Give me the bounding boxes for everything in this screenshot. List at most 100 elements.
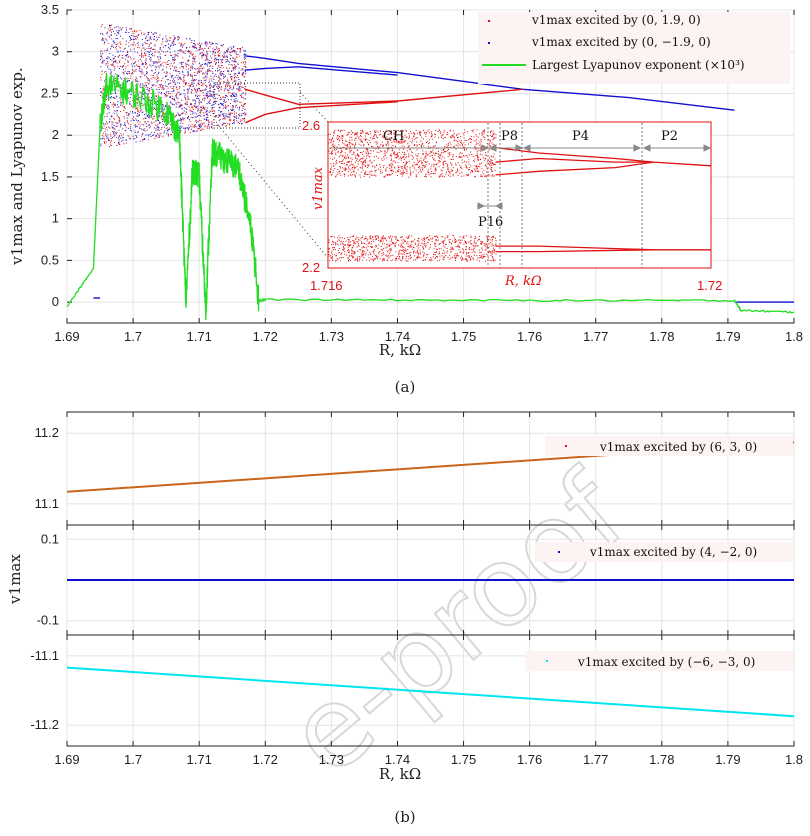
bifurcation-point — [102, 123, 104, 125]
bifurcation-point — [192, 63, 194, 65]
bifurcation-point — [116, 34, 118, 36]
bifurcation-point — [115, 45, 117, 47]
inset-chaos-point — [360, 144, 362, 146]
bifurcation-point — [111, 123, 113, 125]
bifurcation-point — [136, 98, 138, 100]
inset-chaos-point — [423, 158, 425, 160]
inset-branch-3 — [495, 161, 654, 176]
bifurcation-point — [239, 48, 241, 50]
inset-chaos-point — [357, 163, 359, 165]
inset-chaos-point — [479, 257, 481, 259]
bifurcation-point — [122, 136, 124, 138]
inset-chaos-point — [357, 169, 359, 171]
bifurcation-point — [115, 125, 117, 127]
inset-chaos-point — [466, 154, 468, 156]
inset-chaos-point — [361, 164, 363, 166]
bifurcation-point — [124, 106, 126, 108]
bifurcation-point — [107, 42, 109, 44]
bifurcation-point — [239, 106, 241, 108]
inset-chaos-point — [396, 134, 398, 136]
bifurcation-point — [112, 65, 114, 67]
bifurcation-point — [239, 50, 241, 52]
bifurcation-point — [150, 78, 152, 80]
bifurcation-point — [175, 106, 177, 108]
inset-chaos-point — [479, 252, 481, 254]
inset-chaos-point — [377, 247, 379, 249]
inset-chaos-point — [362, 250, 364, 252]
bifurcation-point — [208, 82, 210, 84]
inset-chaos-point — [406, 242, 408, 244]
bifurcation-point — [172, 65, 174, 67]
bifurcation-point — [149, 80, 151, 82]
inset-chaos-point — [492, 258, 494, 260]
inset-chaos-point — [367, 132, 369, 134]
bifurcation-point — [148, 83, 150, 85]
bifurcation-point — [230, 112, 232, 114]
bifurcation-point — [189, 120, 191, 122]
inset-chaos-point — [374, 133, 376, 135]
bifurcation-point — [159, 113, 161, 115]
inset-chaos-point — [421, 136, 423, 138]
bifurcation-point — [192, 57, 194, 59]
bifurcation-point — [191, 126, 193, 128]
bifurcation-point — [162, 123, 164, 125]
bifurcation-point — [185, 103, 187, 105]
inset-chaos-point — [363, 138, 365, 140]
bifurcation-point — [166, 71, 168, 73]
bifurcation-point — [238, 48, 240, 50]
bifurcation-point — [194, 125, 196, 127]
bifurcation-point — [167, 64, 169, 66]
inset-chaos-point — [403, 141, 405, 143]
bifurcation-point — [138, 70, 140, 72]
inset-chaos-point — [353, 152, 355, 154]
bifurcation-point — [174, 99, 176, 101]
bifurcation-point — [167, 127, 169, 129]
bifurcation-point — [102, 89, 104, 91]
bifurcation-point — [211, 85, 213, 87]
inset-chaos-point — [401, 142, 403, 144]
bifurcation-point — [217, 87, 219, 89]
bifurcation-point — [136, 137, 138, 139]
inset-chaos-point — [389, 169, 391, 171]
bifurcation-point — [209, 65, 211, 67]
bifurcation-point — [132, 138, 134, 140]
inset-chaos-point — [360, 135, 362, 137]
inset-chaos-point — [350, 173, 352, 175]
inset-chaos-point — [346, 168, 348, 170]
inset-chaos-point — [468, 166, 470, 168]
bifurcation-point — [207, 69, 209, 71]
bifurcation-point — [102, 59, 104, 61]
bifurcation-point — [102, 53, 104, 55]
bifurcation-point — [127, 60, 129, 62]
bifurcation-point — [213, 58, 215, 60]
bifurcation-point — [164, 94, 166, 96]
bifurcation-point — [195, 102, 197, 104]
bifurcation-point — [175, 115, 177, 117]
inset-chaos-point — [480, 148, 482, 150]
bifurcation-point — [111, 115, 113, 117]
bifurcation-point — [145, 53, 147, 55]
inset-chaos-point — [348, 242, 350, 244]
bifurcation-point — [101, 23, 103, 25]
inset-chaos-point — [374, 174, 376, 176]
inset-chaos-point — [347, 146, 349, 148]
bifurcation-point — [151, 116, 153, 118]
inset-chaos-point — [422, 164, 424, 166]
bifurcation-point — [187, 50, 189, 52]
bifurcation-point — [229, 73, 231, 75]
inset-chaos-point — [381, 236, 383, 238]
inset-chaos-point — [463, 137, 465, 139]
inset-chaos-point — [480, 145, 482, 147]
bifurcation-point — [222, 124, 224, 126]
inset-chaos-point — [476, 152, 478, 154]
inset-chaos-point — [393, 166, 395, 168]
bifurcation-point — [204, 125, 206, 127]
bifurcation-point — [177, 39, 179, 41]
inset-chaos-point — [377, 237, 379, 239]
bifurcation-point — [212, 43, 214, 45]
bifurcation-point — [229, 84, 231, 86]
bifurcation-point — [202, 73, 204, 75]
bifurcation-point — [213, 101, 215, 103]
bifurcation-point — [108, 57, 110, 59]
bifurcation-point — [212, 86, 214, 88]
